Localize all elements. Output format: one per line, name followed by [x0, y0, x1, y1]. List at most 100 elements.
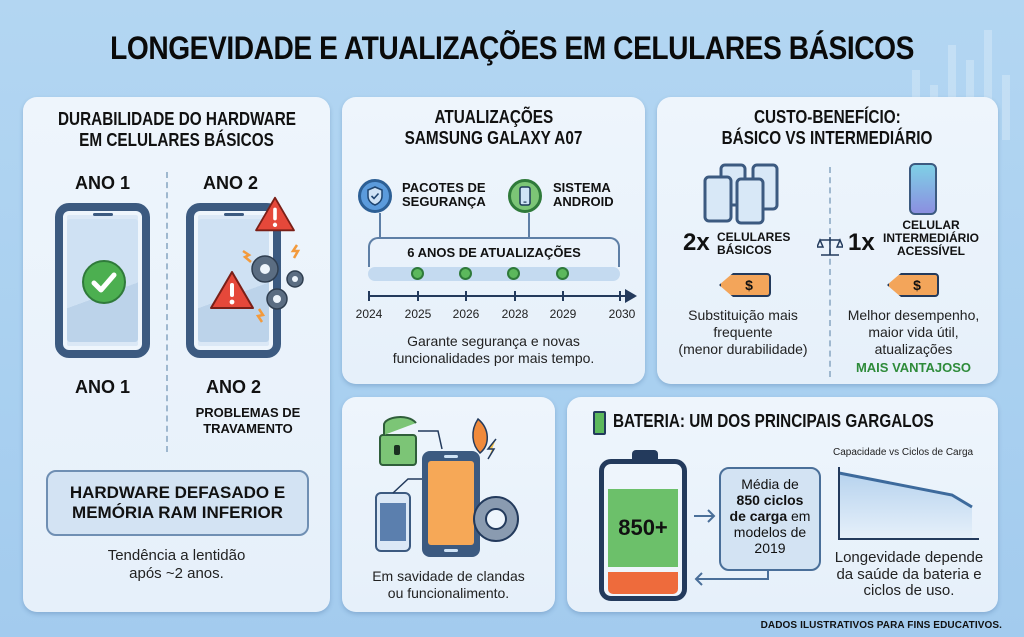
label-line: CELULAR — [902, 218, 960, 232]
info-bold: de carga — [729, 508, 788, 525]
note-line: após ~2 anos. — [129, 565, 224, 582]
label-line: SEGURANÇA — [402, 194, 486, 210]
mid-multiplier: 1x — [848, 229, 875, 256]
connector-line — [379, 213, 381, 237]
updates-card: ATUALIZAÇÕES SAMSUNG GALAXY A07 PACOTES … — [342, 97, 645, 384]
year-label: 2029 — [549, 307, 577, 321]
axis-tick — [368, 291, 370, 301]
updates-note: Garante segurança e novas funcionalidade… — [342, 333, 645, 367]
label-line: ANDROID — [553, 194, 614, 210]
mid-phone-label: CELULAR INTERMEDIÁRIO ACESSÍVEL — [883, 218, 979, 259]
battery-icon — [593, 411, 606, 435]
battery-card: BATERIA: UM DOS PRINCIPAIS GARGALOS 850+… — [567, 397, 998, 612]
cost-benefit-card: CUSTO-BENEFÍCIO: BÁSICO VS INTERMEDIÁRIO… — [657, 97, 998, 384]
axis-tick — [562, 291, 564, 301]
note-line: funcionalidades por mais tempo. — [392, 349, 595, 366]
timeline-axis — [368, 295, 630, 297]
timeline-dot — [411, 267, 424, 280]
freeze-problems-caption: PROBLEMAS DE TRAVAMENTO — [173, 405, 323, 436]
year-label: 2025 — [404, 307, 432, 321]
heading-line: CUSTO-BENEFÍCIO: — [754, 107, 901, 127]
android-system-label: SISTEMA ANDROID — [553, 180, 614, 210]
basic-multiplier: 2x — [683, 229, 710, 256]
battery-note: Longevidade depende da saúde da bateria … — [829, 549, 989, 600]
info-line: 2019 — [754, 540, 786, 557]
updates-card-heading: ATUALIZAÇÕES SAMSUNG GALAXY A07 — [342, 107, 645, 148]
basic-phones-label: CELULARES BÁSICOS — [717, 230, 791, 258]
midrange-phone-icon — [909, 163, 937, 215]
price-tag-icon: $ — [887, 273, 939, 297]
year1-top-label: ANO 1 — [75, 173, 131, 193]
axis-tick — [514, 291, 516, 301]
connector-line — [528, 213, 530, 237]
arrow-right-icon — [694, 509, 716, 523]
phone-year1-illustration — [55, 203, 150, 358]
label-line: ACESSÍVEL — [896, 244, 965, 259]
six-years-label: 6 ANOS DE ATUALIZAÇÕES — [407, 245, 581, 260]
battery-card-heading: BATERIA: UM DOS PRINCIPAIS GARGALOS — [613, 411, 990, 432]
note-line: Garante segurança e novas — [407, 333, 580, 349]
info-line: Média de — [741, 476, 799, 492]
desc-line: Melhor desempenho, — [847, 307, 980, 323]
desc-line: (menor durabilidade) — [678, 340, 808, 357]
price-tag-icon: $ — [719, 273, 771, 297]
heading-line: BÁSICO VS INTERMEDIÁRIO — [722, 127, 933, 148]
shield-check-icon — [358, 179, 392, 213]
info-rest: em — [787, 508, 811, 525]
label-line: SISTEMA — [553, 180, 611, 195]
span-bracket — [368, 237, 620, 267]
warning-triangle-icon — [255, 196, 295, 232]
battery-cycles-value: 850+ — [608, 489, 678, 567]
desc-line: atualizações — [874, 340, 953, 357]
heading-line: EM CELULARES BÁSICOS — [79, 129, 274, 150]
axis-tick — [465, 291, 467, 301]
note-line: ou funcionalimento. — [387, 584, 510, 601]
security-patches-label: PACOTES DE SEGURANÇA — [402, 180, 486, 210]
label-line: CELULARES — [717, 230, 791, 244]
column-divider — [829, 167, 831, 377]
info-line: modelos de — [733, 524, 807, 541]
mid-description: Melhor desempenho, maior vida útil, atua… — [829, 307, 998, 376]
timeline-dot — [459, 267, 472, 280]
caption-line: PROBLEMAS DE — [195, 405, 301, 420]
timeline-track — [368, 267, 620, 281]
heading-line: BATERIA: UM DOS PRINCIPAIS GARGALOS — [613, 411, 934, 431]
year-label: 2024 — [355, 307, 383, 321]
note-line: Em savidade de clandas — [372, 568, 525, 584]
gears-icon — [242, 244, 304, 323]
box-line: MEMÓRIA RAM INFERIOR — [72, 503, 283, 522]
capacity-decline-chart — [838, 467, 979, 540]
year-label: 2026 — [452, 307, 480, 321]
balance-scale-icon — [817, 237, 843, 256]
label-line: BÁSICOS — [717, 243, 772, 258]
year-label: 2028 — [501, 307, 529, 321]
box-line: HARDWARE DEFASADO E — [69, 482, 286, 502]
page-title: LONGEVIDADE E ATUALIZAÇÕES EM CELULARES … — [110, 30, 914, 66]
axis-tick — [417, 291, 419, 301]
note-line: Tendência a lentidão — [107, 547, 246, 564]
heading-line: DURABILIDADE DO HARDWARE — [57, 109, 296, 129]
desc-line: frequente — [713, 323, 773, 340]
caption-line: TRAVAMENTO — [203, 420, 293, 436]
note-line: da saúde da bateria e — [836, 565, 982, 583]
hardware-card-heading: DURABILIDADE DO HARDWARE EM CELULARES BÁ… — [23, 109, 330, 150]
desc-line: Substituição mais — [688, 307, 798, 323]
cost-card-heading: CUSTO-BENEFÍCIO: BÁSICO VS INTERMEDIÁRIO — [657, 107, 998, 148]
phone-lock-gear-illustration — [375, 416, 519, 557]
smartphone-icon — [508, 179, 542, 213]
footer-disclaimer: DADOS ILUSTRATIVOS PARA FINS EDUCATIVOS. — [760, 620, 1002, 631]
heading-line: SAMSUNG GALAXY A07 — [404, 127, 583, 148]
multiple-phones-icon — [703, 163, 779, 225]
verdict-label: MAIS VANTAJOSO — [855, 360, 972, 376]
note-line: ciclos de uso. — [863, 582, 955, 599]
check-circle-icon — [82, 260, 126, 304]
timeline-dot — [556, 267, 569, 280]
software-note: Em savidade de clandas ou funcionaliment… — [342, 568, 555, 602]
year-label: 2030 — [608, 307, 636, 321]
hardware-durability-card: DURABILIDADE DO HARDWARE EM CELULARES BÁ… — [23, 97, 330, 612]
software-illustration-card: Em savidade de clandas ou funcionaliment… — [342, 397, 555, 612]
info-line: 850 ciclos — [736, 492, 804, 509]
label-line: PACOTES DE — [402, 180, 486, 195]
column-divider — [166, 172, 168, 452]
label-line: INTERMEDIÁRIO — [883, 231, 979, 246]
